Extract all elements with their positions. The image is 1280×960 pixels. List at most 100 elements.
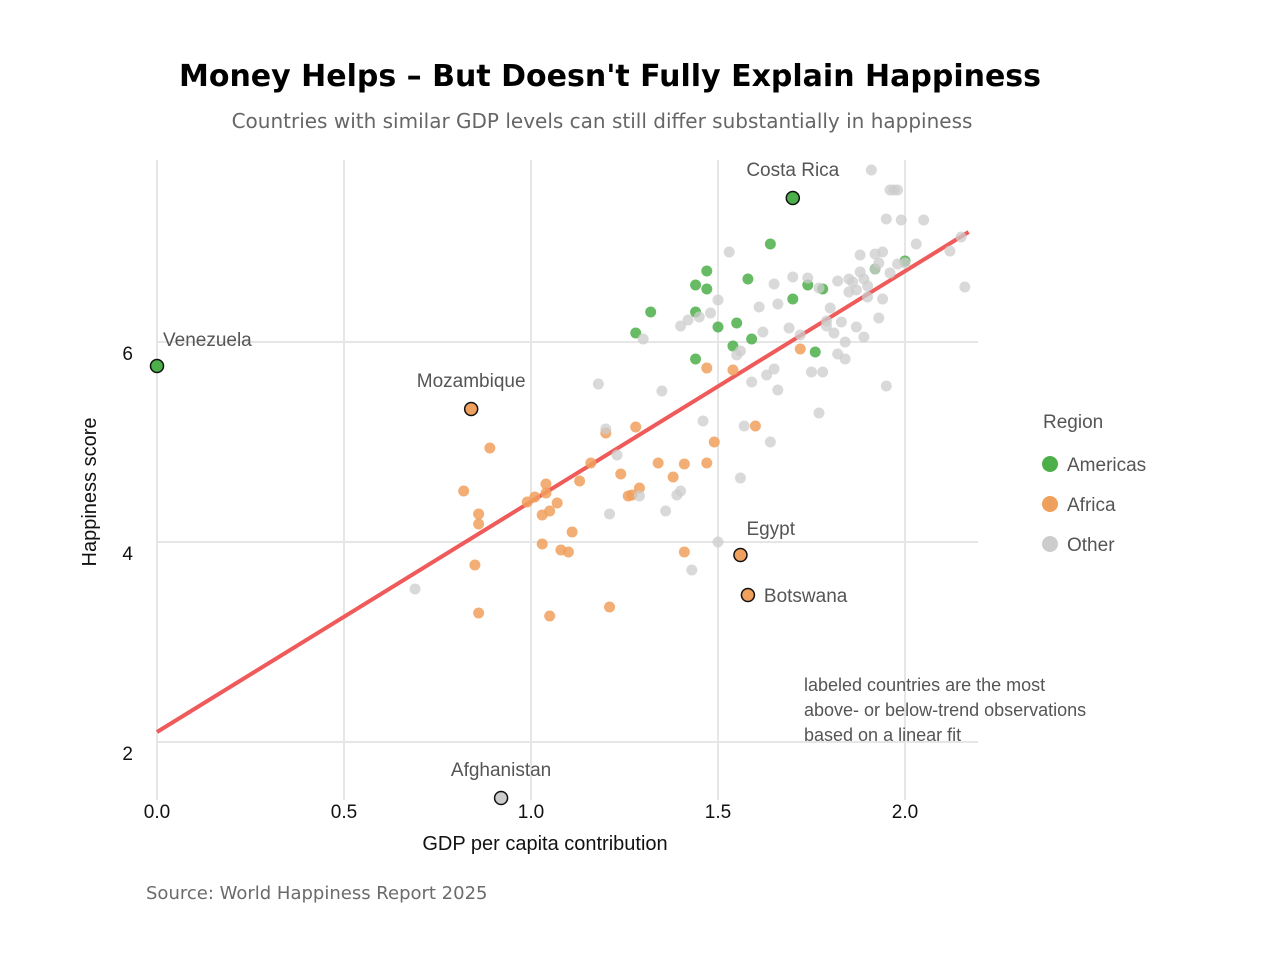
data-point: [764, 238, 776, 250]
data-point: [469, 559, 481, 571]
data-point: [682, 314, 694, 326]
data-point: [660, 505, 672, 517]
x-tick-label: 0.5: [331, 802, 357, 823]
data-point: [473, 607, 485, 619]
data-point: [802, 272, 814, 284]
data-point: [858, 331, 870, 343]
data-point: [731, 317, 743, 329]
data-point: [671, 489, 683, 501]
data-point: [764, 436, 776, 448]
data-point: [529, 491, 541, 503]
legend-label: Africa: [1067, 495, 1116, 516]
labeled-points: Costa Rica Venezuela Mozambique Egypt Botswa…: [149, 160, 848, 806]
data-point: [869, 248, 881, 260]
data-point: [955, 231, 967, 243]
data-point: [693, 311, 705, 323]
legend: Region Americas Africa Other: [1042, 412, 1146, 556]
data-point: [551, 497, 563, 509]
data-point: [645, 306, 657, 318]
data-point: [738, 420, 750, 432]
data-point: [813, 407, 825, 419]
data-point: [877, 293, 889, 305]
data-point: [592, 378, 604, 390]
chart-title: Money Helps – But Doesn't Fully Explain …: [179, 59, 1041, 94]
data-point: [574, 475, 586, 487]
data-point: [536, 538, 548, 550]
x-tick-label: 2.0: [892, 802, 918, 823]
y-tick-label: 6: [122, 344, 133, 365]
data-point: [746, 376, 758, 388]
data-point: [712, 536, 724, 548]
data-point: [656, 385, 668, 397]
data-point: [865, 164, 877, 176]
data-point: [611, 449, 623, 461]
y-tick-label: 4: [122, 544, 133, 565]
data-point: [630, 421, 642, 433]
data-point: [809, 346, 821, 358]
data-point: [600, 423, 612, 435]
point-label: Egypt: [746, 519, 795, 540]
point-label: Costa Rica: [746, 160, 839, 181]
data-point: [918, 214, 930, 226]
trend-line-group: [155, 230, 970, 734]
data-point: [723, 246, 735, 258]
data-point: [850, 284, 862, 296]
data-point: [701, 283, 713, 295]
data-point: [712, 294, 724, 306]
data-point: [880, 213, 892, 225]
data-point: [604, 508, 616, 520]
data-point: [473, 508, 485, 520]
data-point: [839, 336, 851, 348]
data-point: [544, 610, 556, 622]
data-point: [787, 271, 799, 283]
data-point: [585, 457, 597, 469]
data-point: [843, 273, 855, 285]
data-point: [761, 369, 773, 381]
data-point: [813, 282, 825, 294]
data-point: [873, 257, 885, 269]
chart-subtitle: Countries with similar GDP levels can st…: [232, 109, 973, 133]
data-point: [892, 184, 904, 196]
data-point: [484, 442, 496, 454]
legend-swatch: [1042, 456, 1058, 472]
annotation-note: labeled countries are the most above- or …: [804, 675, 1086, 745]
data-point: [678, 458, 690, 470]
data-point: [854, 249, 866, 261]
data-point: [959, 281, 971, 293]
data-point: [768, 363, 780, 375]
legend-title: Region: [1043, 412, 1103, 433]
data-point: [820, 320, 832, 332]
x-tick-label: 1.0: [518, 802, 544, 823]
data-point: [697, 415, 709, 427]
legend-label: Americas: [1067, 455, 1146, 476]
data-point: [566, 526, 578, 538]
data-point: [850, 321, 862, 333]
data-point: [536, 509, 548, 521]
data-point: [678, 546, 690, 558]
data-point: [828, 327, 840, 339]
data-point: [690, 279, 702, 291]
data-point: [910, 238, 922, 250]
note-line: above- or below-trend observations: [804, 700, 1086, 720]
y-axis-title: Happiness score: [79, 418, 101, 567]
data-point: [637, 333, 649, 345]
data-point: [701, 457, 713, 469]
data-point: [409, 583, 421, 595]
data-point: [817, 366, 829, 378]
data-point: [895, 214, 907, 226]
data-point: [873, 312, 885, 324]
data-point: [555, 544, 567, 556]
data-point: [458, 485, 470, 497]
legend-label: Other: [1067, 535, 1115, 556]
data-point: [734, 472, 746, 484]
trend-line: [155, 230, 970, 734]
data-point: [772, 298, 784, 310]
data-point: [768, 278, 780, 290]
data-point: [604, 601, 616, 613]
data-point: [686, 564, 698, 576]
y-axis-ticks: 2 4 6: [122, 344, 133, 765]
point-label: Mozambique: [417, 371, 526, 392]
point-label: Afghanistan: [451, 760, 551, 781]
data-point: [862, 291, 874, 303]
